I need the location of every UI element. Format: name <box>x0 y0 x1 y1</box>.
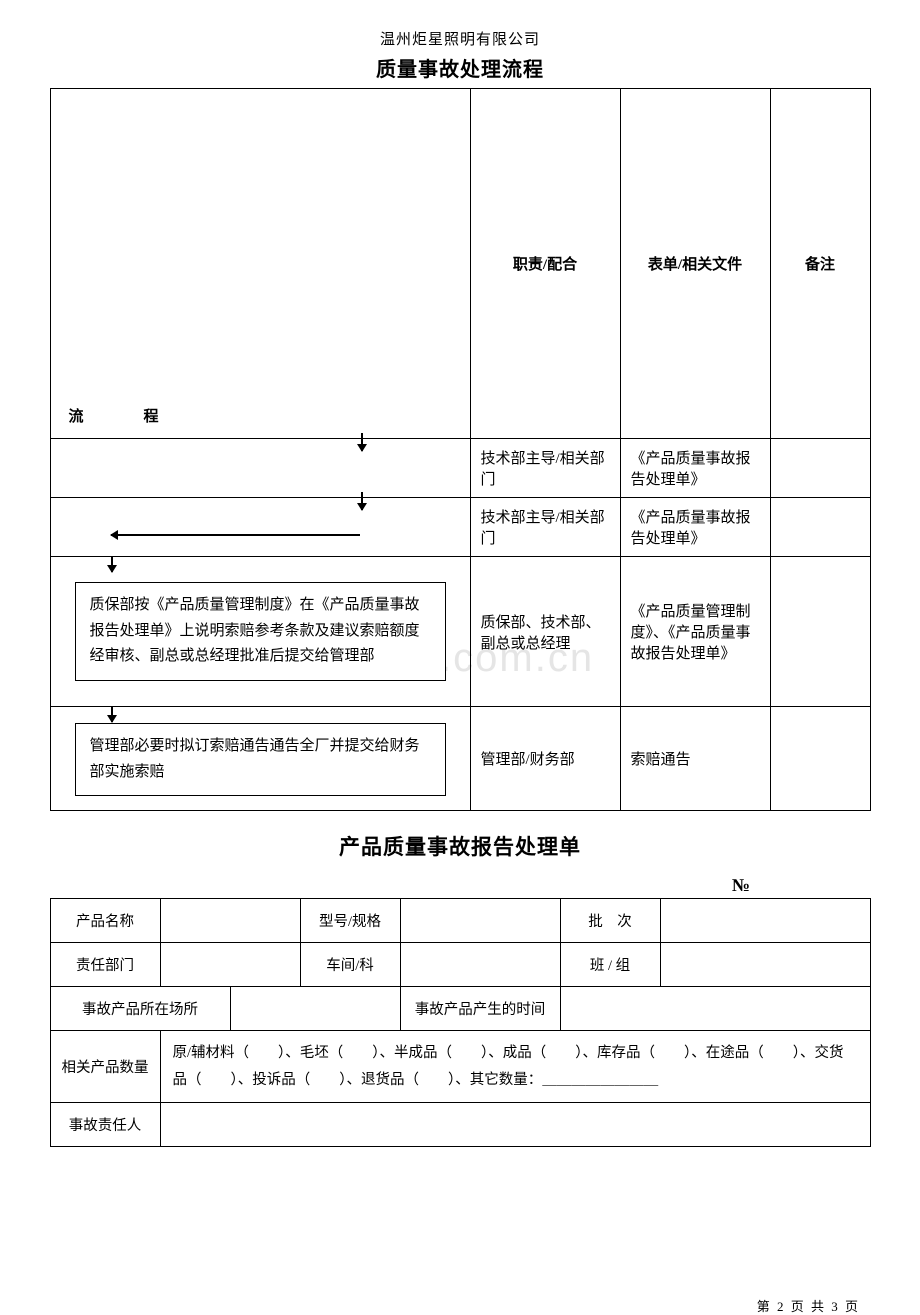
page-title: 质量事故处理流程 <box>0 53 920 82</box>
value-quantity: 原/辅材料（ ）、毛坯（ ）、半成品（ ）、成品（ ）、库存品（ ）、在途品（ … <box>160 1031 870 1103</box>
process-row: 质保部按《产品质量管理制度》在《产品质量事故报告处理单》上说明索赔参考条款及建议… <box>50 557 870 707</box>
form-cell: 《产品质量事故报告处理单》 <box>620 439 770 498</box>
flow-box: 管理部必要时拟订索赔通告通告全厂并提交给财务部实施索赔 <box>75 723 446 796</box>
process-table: 流程 职责/配合 表单/相关文件 备注 技术部主导/相关部门 《产品质量事故报告… <box>50 88 871 811</box>
table-row: 事故责任人 <box>50 1103 870 1147</box>
value-person <box>160 1103 870 1147</box>
note-cell <box>770 439 870 498</box>
arrow-down-icon <box>111 706 113 722</box>
duty-cell: 质保部、技术部、副总或总经理 <box>470 557 620 707</box>
table-row: 相关产品数量 原/辅材料（ ）、毛坯（ ）、半成品（ ）、成品（ ）、库存品（ … <box>50 1031 870 1103</box>
label-person: 事故责任人 <box>50 1103 160 1147</box>
flow-cell <box>50 498 470 557</box>
form-cell: 《产品质量管理制度》、《产品质量事故报告处理单》 <box>620 557 770 707</box>
report-form-table: 产品名称 型号/规格 批 次 责任部门 车间/科 班 / 组 事故产品所在场所 … <box>50 898 871 1147</box>
company-name: 温州炬星照明有限公司 <box>0 28 920 49</box>
label-dept: 责任部门 <box>50 943 160 987</box>
value-batch <box>660 899 870 943</box>
value-time <box>560 987 870 1031</box>
flow-cell: 管理部必要时拟订索赔通告通告全厂并提交给财务部实施索赔 <box>50 707 470 811</box>
process-row: 管理部必要时拟订索赔通告通告全厂并提交给财务部实施索赔 管理部/财务部 索赔通告 <box>50 707 870 811</box>
col-duty-header: 职责/配合 <box>470 89 620 439</box>
label-workshop: 车间/科 <box>300 943 400 987</box>
arrow-down-icon <box>111 556 113 572</box>
flow-cell <box>50 439 470 498</box>
col-form-header: 表单/相关文件 <box>620 89 770 439</box>
form-subtitle: 产品质量事故报告处理单 <box>0 831 920 861</box>
value-team <box>660 943 870 987</box>
table-row: 责任部门 车间/科 班 / 组 <box>50 943 870 987</box>
page-footer: 第 2 页 共 3 页 <box>757 1296 860 1315</box>
label-location: 事故产品所在场所 <box>50 987 230 1031</box>
table-row: 事故产品所在场所 事故产品产生的时间 <box>50 987 870 1031</box>
note-cell <box>770 557 870 707</box>
label-model: 型号/规格 <box>300 899 400 943</box>
label-batch: 批 次 <box>560 899 660 943</box>
col-flow-header: 流程 <box>50 89 470 439</box>
form-cell: 《产品质量事故报告处理单》 <box>620 498 770 557</box>
label-time: 事故产品产生的时间 <box>400 987 560 1031</box>
note-cell <box>770 498 870 557</box>
form-cell: 索赔通告 <box>620 707 770 811</box>
flow-box: 质保部按《产品质量管理制度》在《产品质量事故报告处理单》上说明索赔参考条款及建议… <box>75 582 446 681</box>
value-location <box>230 987 400 1031</box>
process-header-row: 流程 职责/配合 表单/相关文件 备注 <box>50 89 870 439</box>
arrow-down-icon <box>361 492 363 510</box>
process-row: 技术部主导/相关部门 《产品质量事故报告处理单》 <box>50 439 870 498</box>
note-cell <box>770 707 870 811</box>
value-dept <box>160 943 300 987</box>
label-quantity: 相关产品数量 <box>50 1031 160 1103</box>
label-product-name: 产品名称 <box>50 899 160 943</box>
flow-cell: 质保部按《产品质量管理制度》在《产品质量事故报告处理单》上说明索赔参考条款及建议… <box>50 557 470 707</box>
table-row: 产品名称 型号/规格 批 次 <box>50 899 870 943</box>
duty-cell: 管理部/财务部 <box>470 707 620 811</box>
col-flow-label: 流程 <box>69 409 219 425</box>
label-team: 班 / 组 <box>560 943 660 987</box>
value-product-name <box>160 899 300 943</box>
duty-cell: 技术部主导/相关部门 <box>470 498 620 557</box>
value-model <box>400 899 560 943</box>
col-note-header: 备注 <box>770 89 870 439</box>
value-workshop <box>400 943 560 987</box>
process-row: 技术部主导/相关部门 《产品质量事故报告处理单》 <box>50 498 870 557</box>
form-number-label: № <box>50 875 870 896</box>
arrow-left-icon <box>111 534 360 536</box>
duty-cell: 技术部主导/相关部门 <box>470 439 620 498</box>
arrow-down-icon <box>361 433 363 451</box>
